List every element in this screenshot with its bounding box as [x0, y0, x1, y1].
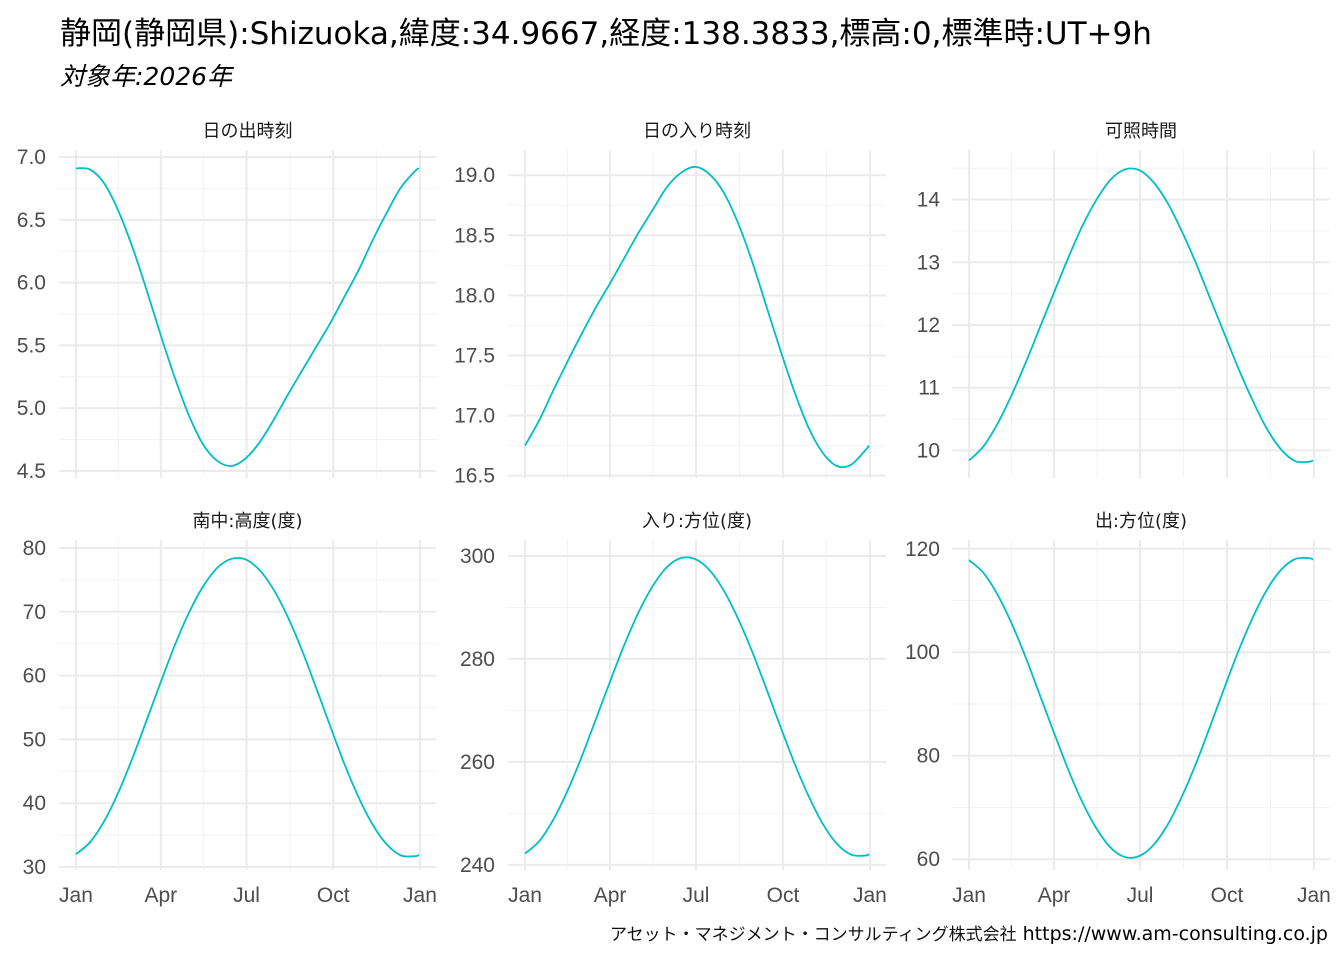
- x-tick-label: Jan: [952, 884, 986, 907]
- panel-title: 南中:高度(度): [192, 511, 302, 532]
- y-tick-label: 70: [23, 601, 46, 624]
- y-tick-label: 260: [460, 751, 495, 774]
- panel-0: 4.5 5.0 5.5 6.0 6.5 7.0 日の出時刻: [17, 121, 436, 483]
- x-tick-label: Apr: [1038, 884, 1071, 907]
- panel-5: 60 80 100 120 Jan Apr Jul Oct Jan 出:方位(度): [905, 511, 1331, 907]
- y-tick-label: 5.5: [17, 334, 46, 357]
- x-tick-label: Apr: [144, 884, 177, 907]
- y-tick-label: 14: [917, 189, 941, 212]
- y-tick-label: 80: [23, 537, 46, 560]
- series-line: [524, 556, 870, 857]
- x-tick-label: Jan: [508, 884, 542, 907]
- x-tick-label: Apr: [594, 884, 627, 907]
- x-tick-label: Jul: [233, 884, 260, 907]
- panel-2: 10 11 12 13 14 可照時間: [917, 121, 1330, 478]
- y-tick-label: 120: [905, 538, 940, 561]
- x-tick-label: Jan: [403, 884, 437, 907]
- x-tick-label: Oct: [317, 884, 350, 907]
- y-tick-label: 60: [917, 848, 940, 871]
- y-tick-label: 300: [460, 545, 495, 568]
- panel-title: 日の入り時刻: [643, 121, 751, 142]
- y-tick-label: 6.5: [17, 209, 46, 232]
- y-tick-label: 100: [905, 641, 940, 664]
- panel-title: 出:方位(度): [1095, 511, 1187, 532]
- y-tick-label: 60: [23, 665, 46, 688]
- panel-title: 可照時間: [1105, 121, 1177, 142]
- panel-3: 30 40 50 60 70 80 Jan Apr Jul Oct Jan 南中:高度(度): [23, 511, 437, 907]
- chart-subtitle: 対象年:2026年: [60, 62, 233, 91]
- panel-4: 240 260 280 300 Jan Apr Jul Oct Jan 入り:方位(度): [460, 511, 887, 907]
- y-tick-label: 7.0: [17, 146, 46, 169]
- x-tick-label: Oct: [767, 884, 800, 907]
- chart-title: 静岡(静岡県):Shizuoka,緯度:34.9667,経度:138.3833,…: [60, 16, 1152, 52]
- y-tick-label: 19.0: [454, 164, 495, 187]
- y-tick-label: 16.5: [454, 465, 495, 488]
- series-line: [75, 557, 420, 858]
- x-tick-label: Oct: [1211, 884, 1244, 907]
- x-tick-label: Jan: [1297, 884, 1331, 907]
- y-tick-label: 17.5: [454, 344, 495, 367]
- y-tick-label: 6.0: [17, 272, 46, 295]
- y-tick-label: 240: [460, 854, 495, 877]
- series-line: [75, 167, 420, 467]
- caption-company: アセット・マネジメント・コンサルティング株式会社: [609, 925, 1017, 945]
- y-tick-label: 280: [460, 648, 495, 671]
- y-tick-label: 40: [23, 792, 46, 815]
- x-tick-label: Jul: [1127, 884, 1154, 907]
- y-tick-label: 18.0: [454, 284, 495, 307]
- y-tick-label: 18.5: [454, 224, 495, 247]
- series-line: [524, 165, 870, 469]
- caption: アセット・マネジメント・コンサルティング株式会社 https://www.am-…: [610, 920, 1328, 945]
- y-tick-label: 30: [23, 856, 46, 879]
- y-tick-label: 5.0: [17, 397, 46, 420]
- y-tick-label: 10: [917, 439, 940, 462]
- x-tick-label: Jan: [853, 884, 887, 907]
- caption-url: https://www.am-consulting.co.jp: [1022, 923, 1328, 945]
- y-tick-label: 11: [918, 377, 940, 400]
- series-line: [968, 556, 1314, 859]
- y-tick-label: 80: [917, 745, 940, 768]
- series-line: [968, 167, 1314, 464]
- panel-title: 入り:方位(度): [642, 511, 752, 532]
- y-tick-label: 12: [917, 314, 940, 337]
- y-tick-label: 50: [23, 728, 46, 751]
- x-tick-label: Jul: [683, 884, 710, 907]
- panel-title: 日の出時刻: [203, 121, 293, 142]
- y-tick-label: 17.0: [454, 405, 495, 428]
- panel-1: 16.5 17.0 17.5 18.0 18.5 19.0 日の入り時刻: [454, 121, 886, 488]
- y-tick-label: 4.5: [17, 460, 46, 483]
- x-tick-label: Jan: [59, 884, 93, 907]
- y-tick-label: 13: [917, 251, 940, 274]
